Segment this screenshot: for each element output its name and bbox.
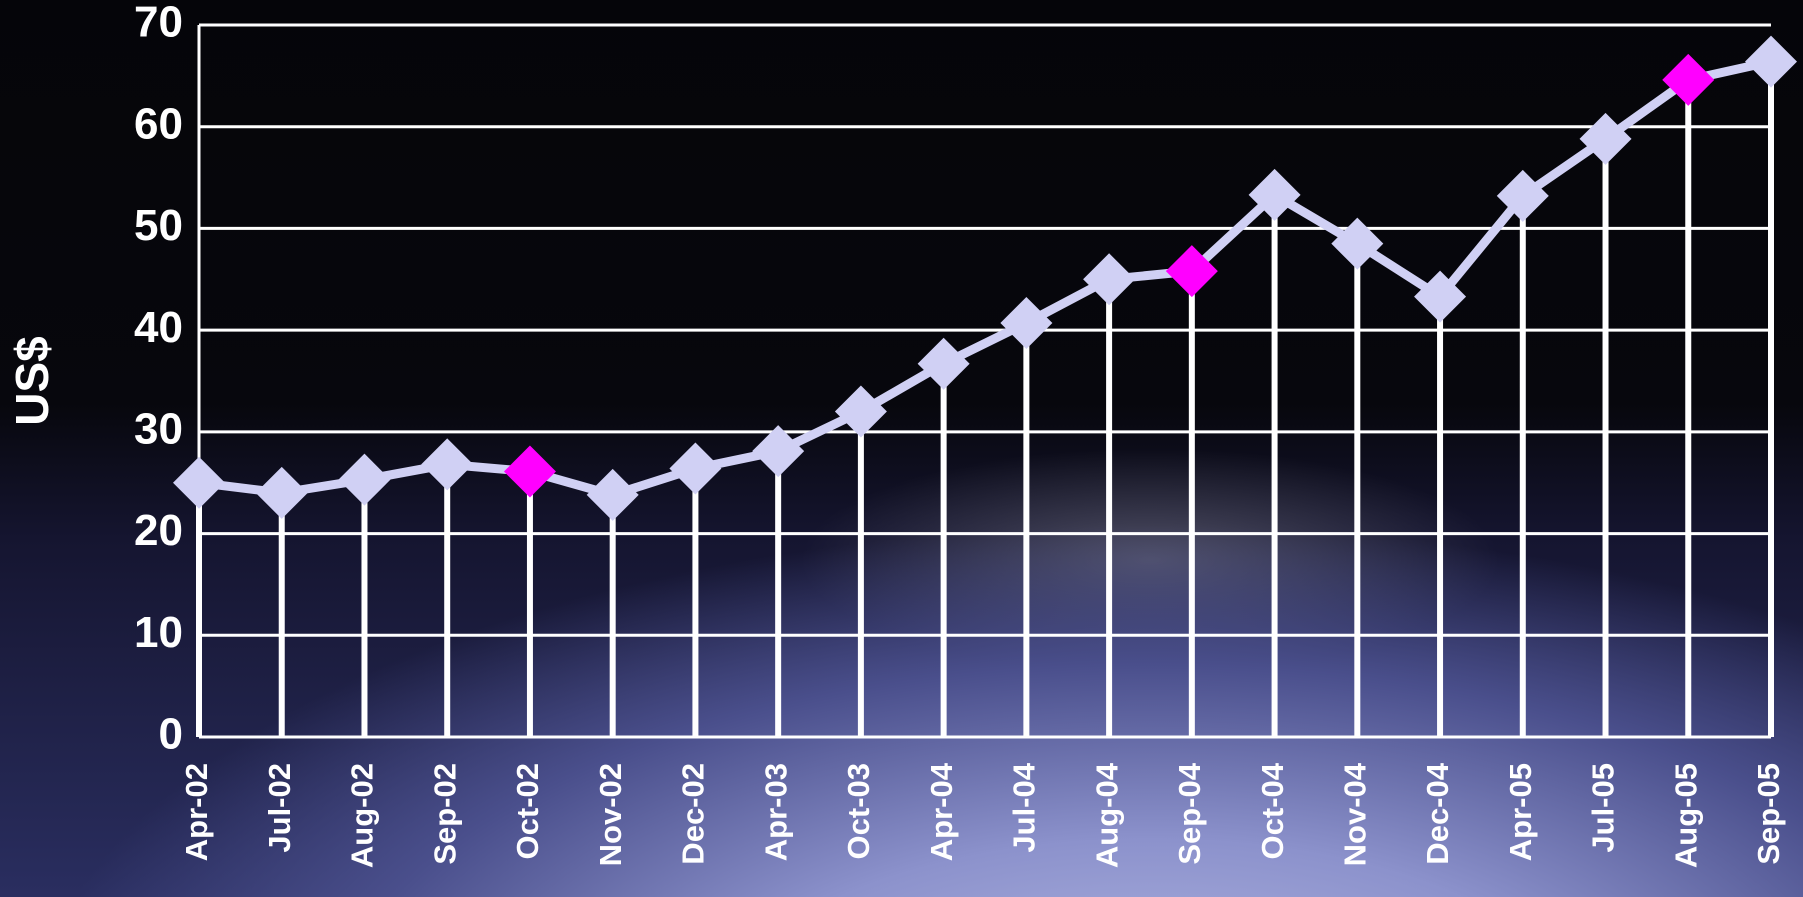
marker [255,466,308,519]
marker [1000,297,1053,350]
marker [503,445,556,498]
x-tick-label: Apr-04 [924,762,959,861]
marker [1662,53,1715,106]
y-tick-label: 70 [134,0,183,47]
marker [917,337,970,390]
marker [834,385,887,438]
y-tick-label: 30 [134,404,183,453]
marker [1579,112,1632,165]
y-tick-label: 0 [159,710,183,759]
marker [669,442,722,495]
x-tick-label: Sep-04 [1172,762,1207,864]
x-tick-label: Nov-04 [1338,762,1373,866]
y-tick-label: 10 [134,608,183,657]
marker [752,425,805,478]
y-tick-label: 20 [134,506,183,555]
marker [173,456,225,509]
marker [1496,169,1549,222]
y-tick-label: 60 [134,99,183,148]
x-tick-label: Aug-04 [1089,762,1124,868]
y-axis-label: US$ [6,336,58,425]
x-tick-label: Sep-05 [1751,763,1786,865]
x-tick-label: Apr-03 [758,763,793,861]
marker [338,453,391,506]
x-tick-label: Aug-02 [345,763,380,868]
x-tick-label: Apr-02 [179,763,214,861]
x-tick-label: Nov-02 [593,763,628,866]
x-tick-label: Jul-05 [1586,763,1621,853]
x-tick-label: Oct-02 [510,763,545,859]
x-tick-label: Sep-02 [427,763,462,865]
y-tick-label: 40 [134,303,183,352]
x-tick-label: Dec-04 [1420,762,1455,864]
x-tick-label: Oct-03 [841,763,876,859]
marker [1083,253,1136,306]
x-tick-label: Jul-04 [1007,762,1042,852]
marker [1248,168,1301,221]
marker [1331,217,1384,270]
marker [1745,35,1797,88]
y-tick-label: 50 [134,201,183,250]
x-tick-label: Jul-02 [262,763,297,853]
x-tick-label: Dec-02 [676,763,711,865]
x-tick-label: Aug-05 [1668,763,1703,868]
marker [1165,245,1218,298]
marker [421,438,474,491]
marker [1414,270,1467,323]
x-tick-label: Oct-04 [1255,762,1290,859]
x-tick-label: Apr-05 [1503,763,1538,861]
marker [586,468,639,521]
